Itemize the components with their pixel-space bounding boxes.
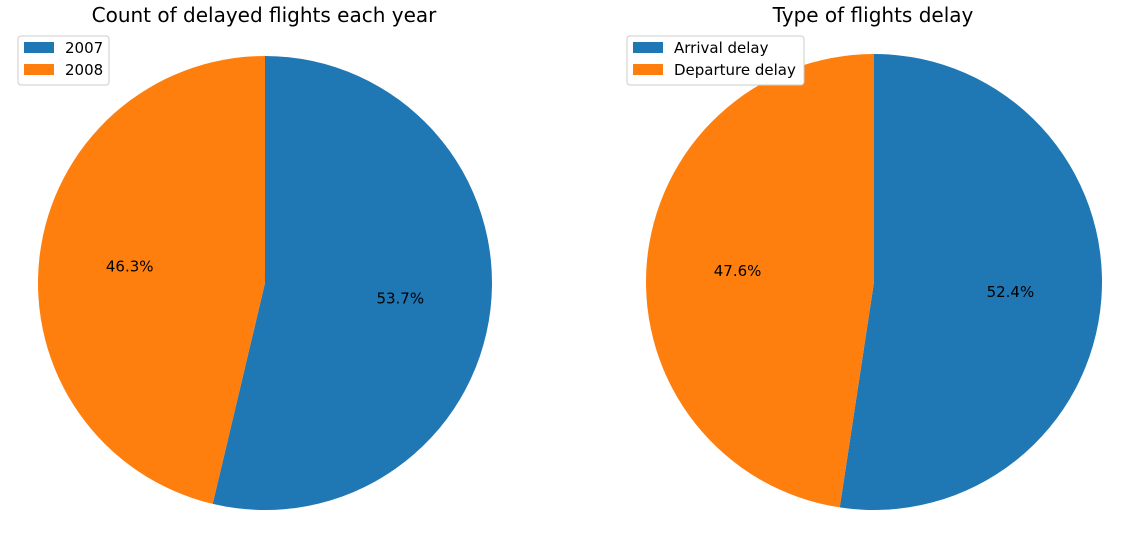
pie-slices [37,56,492,510]
pie-chart-delayed-flights-by-year: Count of delayed flights each year 53.7%… [17,3,492,510]
legend-swatch-2008 [24,64,54,75]
legend-swatch-departure-delay [633,64,663,75]
legend-label-2008: 2008 [65,61,103,79]
pie-value-label: 47.6% [714,262,762,280]
pie-slice-departure-delay [646,54,874,508]
pie-slice-arrival-delay [839,54,1102,511]
legend-swatch-arrival-delay [633,42,663,53]
pie-value-label: 53.7% [376,289,424,307]
legend-label-departure-delay: Departure delay [674,61,796,79]
pie-value-labels: 53.7% 46.3% [106,258,424,308]
legend-swatch-2007 [24,42,54,53]
chart-title: Type of flights delay [772,3,974,27]
legend-label-2007: 2007 [65,39,103,57]
legend: Arrival delay Departure delay [626,35,805,86]
pie-value-label: 52.4% [987,283,1035,301]
pie-slice-2008 [37,56,266,504]
chart-title: Count of delayed flights each year [92,3,438,27]
legend-label-arrival-delay: Arrival delay [674,39,769,57]
pie-slices [646,54,1102,511]
pie-value-label: 46.3% [106,258,154,276]
pie-value-labels: 52.4% 47.6% [714,262,1034,301]
legend-frame [626,35,805,86]
pie-slice-2007 [212,56,492,510]
legend: 2007 2008 [17,35,110,86]
pie-chart-flight-delay-types: Type of flights delay 52.4% 47.6% Arrival… [626,3,1102,511]
